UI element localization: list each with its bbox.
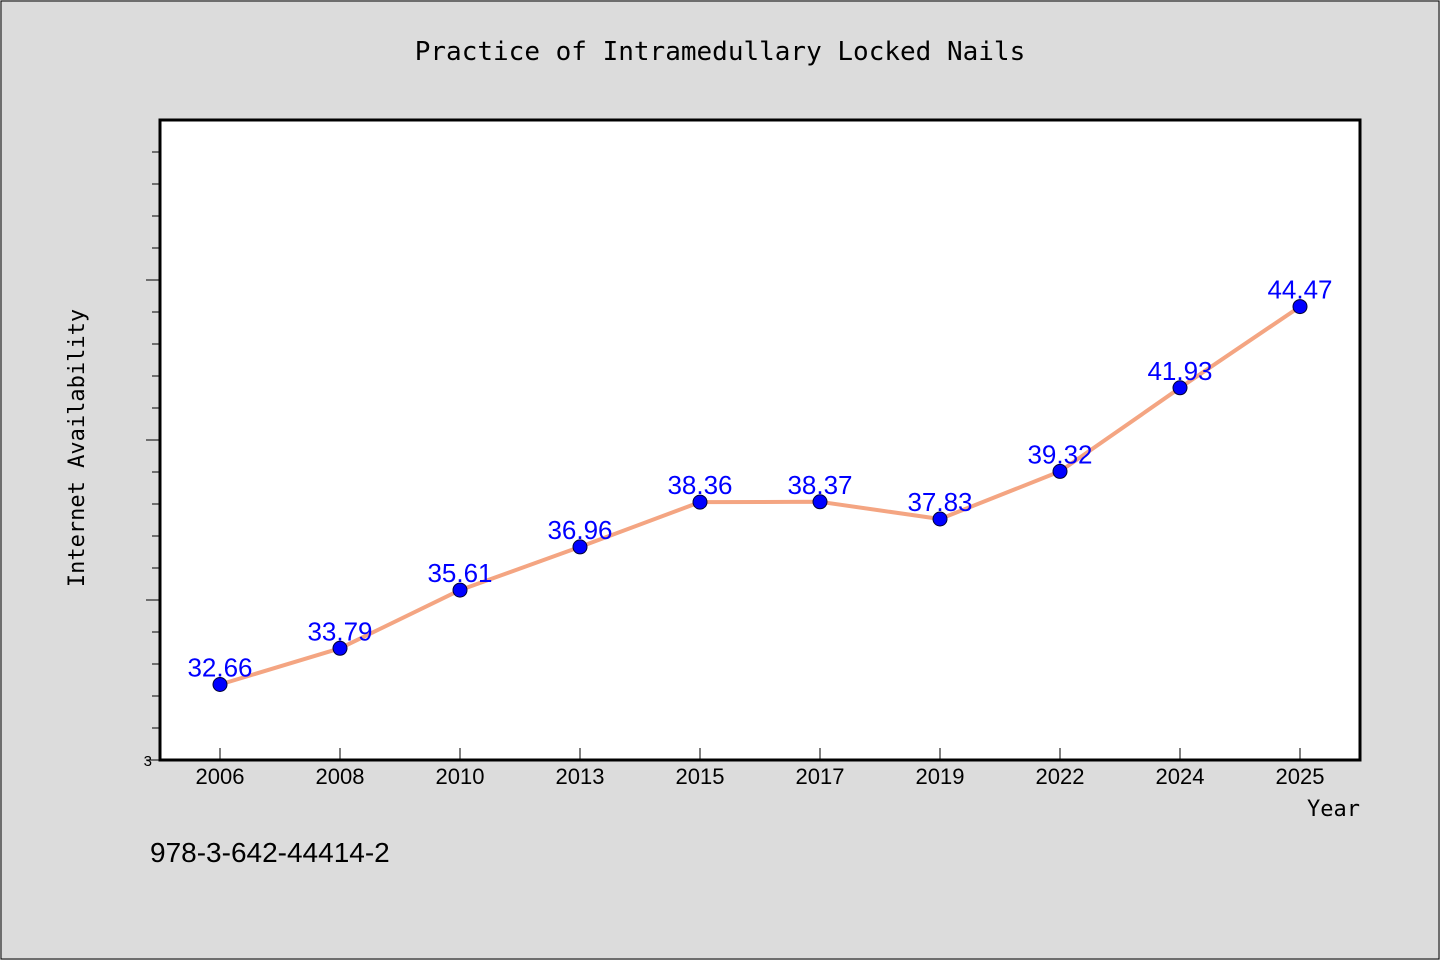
x-tick-label: 2008 xyxy=(316,764,365,789)
x-tick-label: 2015 xyxy=(676,764,725,789)
plot-area xyxy=(158,118,1362,762)
data-label: 35.61 xyxy=(427,558,492,588)
x-tick-label: 2006 xyxy=(196,764,245,789)
data-label: 44.47 xyxy=(1267,275,1332,305)
series-line xyxy=(218,304,1302,687)
data-point xyxy=(212,677,228,692)
y-axis-ticks xyxy=(146,151,160,761)
data-label: 33.79 xyxy=(307,616,372,646)
data-point xyxy=(812,494,828,510)
data-label: 38.36 xyxy=(667,470,732,500)
x-axis-title: Year xyxy=(1307,797,1360,822)
x-tick-label: 2010 xyxy=(436,764,485,789)
y-tick-label: 3 xyxy=(144,753,152,770)
data-point xyxy=(692,494,708,510)
x-tick-labels: 2006 2008 2010 2013 2015 2017 2019 2022 2024 2025 xyxy=(196,764,1325,789)
x-tick-label: 2022 xyxy=(1036,764,1085,789)
x-tick-label: 2013 xyxy=(556,764,605,789)
data-label: 37.83 xyxy=(907,487,972,517)
x-axis-ticks xyxy=(219,748,1301,760)
data-point xyxy=(1172,380,1188,396)
data-label: 39.32 xyxy=(1027,439,1092,469)
data-label: 36.96 xyxy=(547,515,612,545)
footer-isbn: 978-3-642-44414-2 xyxy=(150,837,390,868)
y-axis-title: Internet Availability xyxy=(65,309,90,587)
data-point xyxy=(452,582,468,598)
x-tick-label: 2024 xyxy=(1156,764,1205,789)
x-tick-label: 2025 xyxy=(1276,764,1325,789)
data-label: 38.37 xyxy=(787,470,852,500)
x-tick-label: 2017 xyxy=(796,764,845,789)
data-point xyxy=(1292,299,1308,315)
data-point xyxy=(1052,463,1068,479)
data-point xyxy=(572,539,588,555)
x-tick-label: 2019 xyxy=(916,764,965,789)
data-label: 41.93 xyxy=(1147,356,1212,386)
chart-title: Practice of Intramedullary Locked Nails xyxy=(415,37,1025,67)
series-layer: 32.66 33.79 35.61 36.96 38.36 38.37 37.83 39.32… xyxy=(187,275,1333,692)
data-point xyxy=(332,640,348,656)
data-point xyxy=(932,511,948,527)
data-label: 32.66 xyxy=(187,653,252,683)
